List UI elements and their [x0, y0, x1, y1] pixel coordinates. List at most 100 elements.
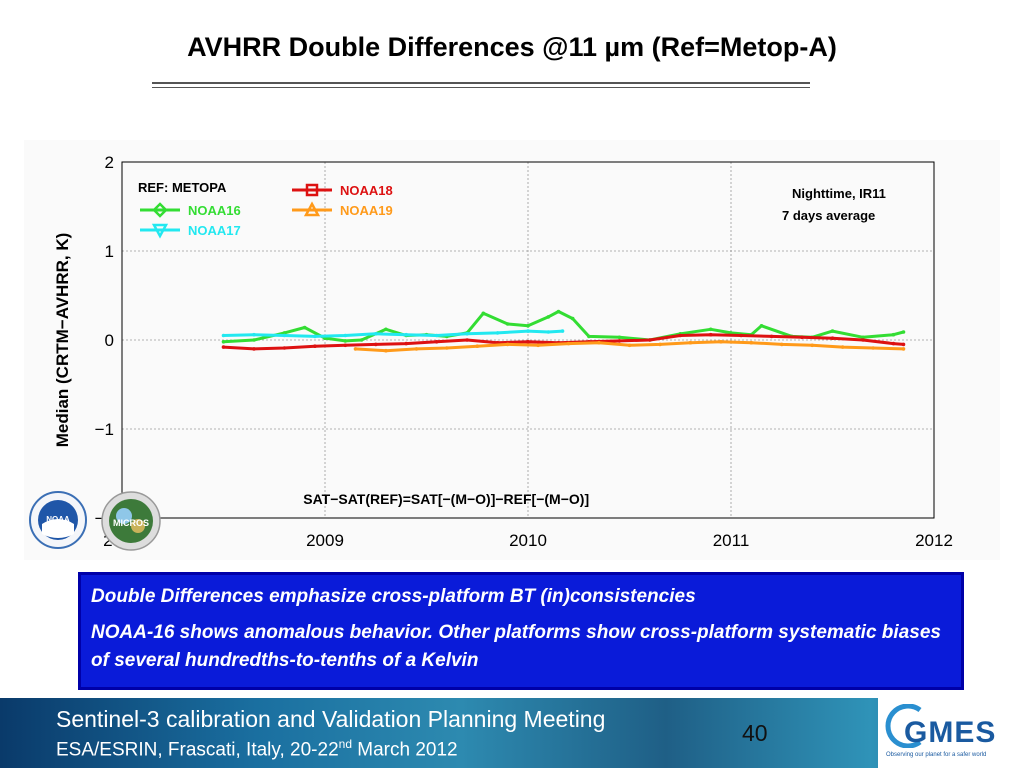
footer-venue: ESA/ESRIN, Frascati, Italy, 20-22nd Marc…	[56, 737, 458, 761]
plot-frame	[121, 161, 935, 519]
data-point-noaa17	[546, 330, 551, 334]
ref-label: REF: METOPA	[138, 180, 227, 195]
data-point-noaa17	[252, 332, 256, 337]
footer-banner	[0, 698, 1024, 768]
y-tick-label: 1	[105, 242, 114, 261]
data-point-noaa19	[536, 343, 540, 348]
data-point-noaa18	[313, 344, 317, 348]
data-point-noaa16	[759, 324, 764, 328]
data-point-noaa16	[901, 330, 906, 334]
data-point-noaa17	[560, 329, 565, 333]
data-point-noaa16	[708, 327, 713, 332]
legend-item-noaa19: NOAA19	[292, 201, 393, 218]
chart-area: 20082009201020112012210−1−2 Median (CRTM…	[24, 140, 1000, 560]
data-point-noaa16	[891, 332, 896, 337]
title-underline-thin	[152, 87, 810, 88]
data-point-noaa16	[830, 329, 835, 333]
data-point-noaa17	[526, 329, 530, 333]
data-point-noaa18	[404, 341, 409, 346]
slide-title: AVHRR Double Differences @11 µm (Ref=Met…	[187, 32, 837, 62]
data-point-noaa16	[359, 338, 364, 342]
data-point-noaa16	[587, 334, 591, 339]
page-number: 40	[742, 720, 768, 746]
legend-label-noaa18: NOAA18	[340, 183, 393, 198]
legend-marker-noaa18	[305, 183, 319, 197]
data-point-noaa19	[780, 342, 784, 347]
info-line-2: NOAA-16 shows anomalous behavior. Other …	[91, 622, 941, 671]
data-point-noaa17	[404, 332, 409, 337]
gmes-logo-text: GMES	[904, 716, 997, 749]
data-point-noaa16	[546, 315, 551, 319]
legend-item-noaa17: NOAA17	[140, 223, 241, 239]
legend: NOAA16 NOAA17 NOAA18 NOAA19	[140, 183, 393, 239]
data-point-noaa16	[282, 331, 287, 335]
data-point-noaa18	[678, 333, 683, 338]
x-tick-label: 2010	[509, 531, 547, 550]
x-tick-label: 2009	[306, 531, 344, 550]
data-point-noaa16	[617, 335, 622, 340]
data-point-noaa19	[475, 344, 480, 348]
data-point-noaa18	[739, 333, 743, 338]
data-point-noaa19	[505, 342, 510, 347]
y-tick-label: 0	[105, 331, 114, 350]
data-point-noaa17	[374, 332, 378, 336]
data-point-noaa18	[891, 341, 896, 346]
data-point-noaa19	[597, 340, 601, 345]
annotation-average: 7 days average	[782, 208, 875, 223]
data-point-noaa18	[343, 343, 348, 348]
series-line-noaa16	[223, 310, 904, 344]
legend-label-noaa19: NOAA19	[340, 203, 393, 218]
noaa-logo-text: NOAA	[46, 515, 70, 524]
info-line-1: Double Differences emphasize cross-platf…	[91, 586, 696, 607]
grid-layer	[122, 162, 934, 518]
data-point-noaa16	[861, 335, 865, 340]
data-point-noaa16	[384, 327, 388, 332]
footer-venue-sup: nd	[338, 737, 352, 751]
info-box: Double Differences emphasize cross-platf…	[78, 572, 964, 690]
y-tick-label: −1	[95, 420, 114, 439]
data-point-noaa19	[749, 340, 754, 345]
data-point-noaa17	[282, 333, 287, 338]
data-point-noaa16	[570, 316, 575, 321]
data-point-noaa19	[871, 346, 875, 350]
data-point-noaa17	[343, 333, 348, 338]
legend-label-noaa16: NOAA16	[188, 203, 241, 218]
data-point-noaa18	[769, 334, 774, 339]
data-point-noaa19	[688, 340, 693, 345]
data-point-noaa19	[627, 343, 632, 348]
data-point-noaa18	[861, 338, 865, 342]
legend-item-noaa18: NOAA18	[292, 183, 393, 198]
data-point-noaa19	[719, 340, 723, 344]
data-point-noaa18	[648, 338, 652, 342]
x-tick-label: 2012	[915, 531, 953, 550]
data-point-noaa18	[708, 332, 713, 337]
data-point-noaa16	[221, 340, 226, 344]
micros-logo-text: MICROS	[113, 518, 149, 528]
data-point-noaa19	[658, 342, 662, 347]
data-point-noaa16	[556, 309, 561, 314]
data-point-noaa19	[353, 347, 358, 351]
legend-marker-noaa17	[151, 223, 169, 239]
data-point-noaa16	[481, 311, 486, 316]
footer-venue-suffix: March 2012	[352, 739, 458, 761]
x-tick-label: 2011	[713, 531, 750, 550]
formula-annotation: SAT−SAT(REF)=SAT[−(M−O)]−REF[−(M−O)]	[303, 491, 589, 507]
legend-label-noaa17: NOAA17	[188, 223, 241, 238]
gmes-swoosh-icon	[885, 704, 922, 748]
data-point-noaa17	[434, 333, 439, 338]
micros-logo: MICROS	[101, 491, 161, 551]
data-point-noaa16	[526, 324, 530, 328]
footer-venue-prefix: ESA/ESRIN, Frascati, Italy, 20-22	[56, 739, 339, 761]
title-underline	[152, 82, 810, 84]
y-axis-label: Median (CRTM−AVHRR, K)	[53, 233, 72, 448]
gmes-tagline: Observing our planet for a safer world	[886, 752, 987, 758]
data-point-noaa16	[505, 322, 510, 326]
legend-marker-noaa19	[303, 201, 321, 217]
data-point-noaa17	[221, 333, 226, 338]
data-point-noaa19	[414, 347, 419, 351]
annotation-nighttime: Nighttime, IR11	[792, 186, 886, 201]
data-point-noaa18	[830, 336, 835, 340]
data-point-noaa19	[810, 343, 814, 348]
data-point-noaa18	[252, 347, 256, 351]
data-point-noaa16	[302, 325, 307, 330]
